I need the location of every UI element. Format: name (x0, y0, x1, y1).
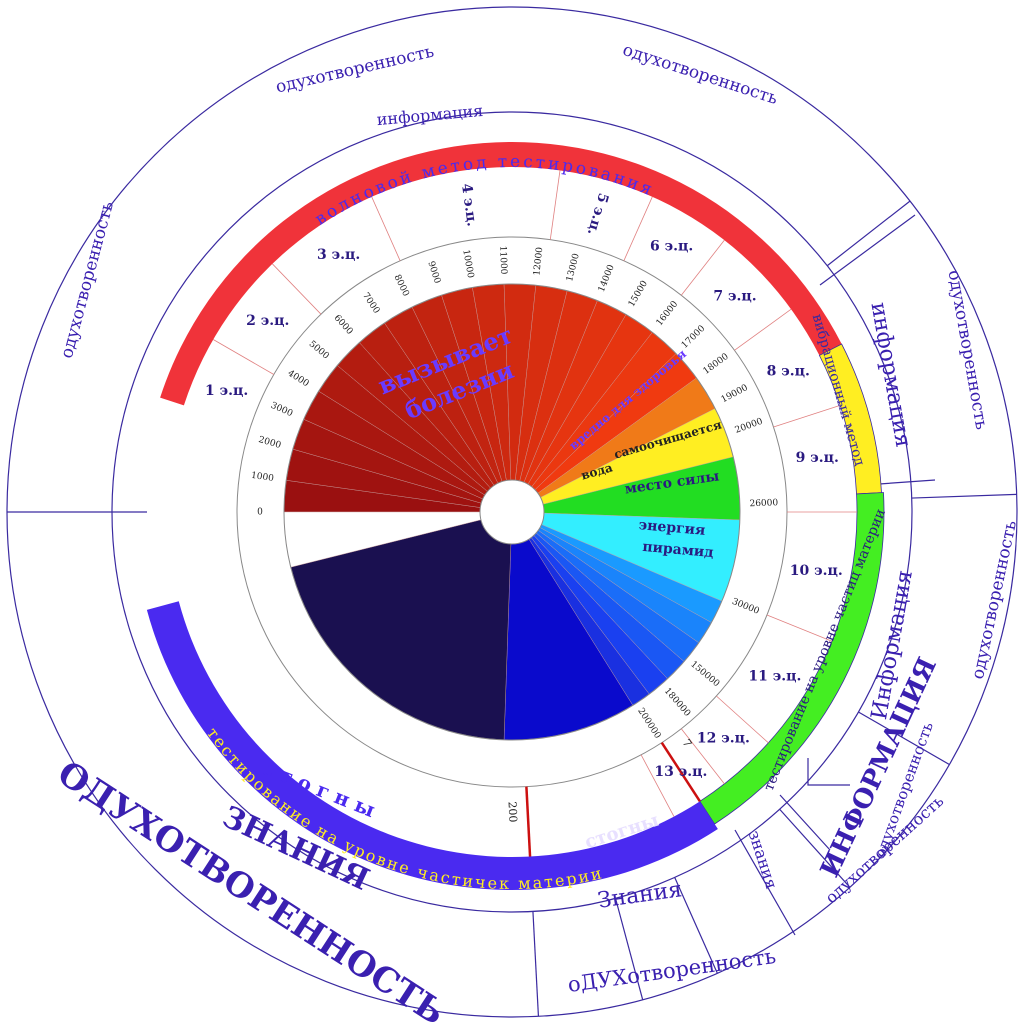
ring-divider (773, 405, 841, 428)
scale-label: 1000 (250, 471, 274, 484)
zone-label: энергия (638, 517, 706, 539)
scale-label: 16000 (655, 299, 681, 328)
scale-label: 8000 (392, 273, 411, 298)
ring-label: 8 э.ц. (767, 363, 810, 379)
outer-label: Знания (596, 877, 683, 914)
scale-label: 26000 (749, 498, 778, 509)
ring-divider (371, 196, 401, 261)
divider-line (532, 911, 540, 1017)
divider-line (858, 711, 950, 766)
ring-divider (716, 695, 769, 744)
band-red (160, 142, 842, 406)
ring-label: 11 э.ц. (748, 668, 801, 684)
scale-label: 3000 (269, 401, 294, 420)
ring-divider (766, 614, 833, 642)
band-green (699, 492, 885, 825)
ring-divider (680, 728, 725, 785)
scale-label: 10000 (460, 249, 475, 279)
outer-label: одухотворенность (57, 199, 118, 360)
ring-label: 6 э.ц. (650, 238, 693, 254)
outer-label: ОДУХОТВОРЕННОСТЬ (50, 753, 452, 1024)
ring-label: 3 э.ц. (317, 247, 360, 263)
pie-outline (283, 283, 741, 741)
outer-label: одухотворенность (944, 269, 992, 432)
marker-line (525, 786, 532, 857)
zone-label: пирамид (642, 539, 714, 561)
ring-divider (549, 170, 561, 240)
ring-divider (734, 308, 792, 351)
scale-label: 20000 (734, 417, 765, 436)
ring-divider (623, 196, 653, 261)
divider-line (911, 493, 1017, 499)
divider-line (826, 200, 911, 267)
ring-divider (640, 754, 675, 817)
ring-label: 9 э.ц. (796, 450, 839, 466)
scale-label: 30000 (730, 597, 761, 617)
ring-label: 2 э.ц. (246, 313, 289, 329)
ring-divider (680, 239, 725, 296)
outer-label: одухотворенность (968, 519, 1021, 681)
pie-hole (479, 479, 545, 545)
scale-label: 150000 (688, 659, 721, 689)
outer-label: знания (745, 828, 782, 891)
scale-label: 14000 (597, 263, 617, 294)
ring-label: 12 э.ц. (697, 731, 750, 747)
scale-label: 6000 (332, 313, 355, 337)
ring-label: 5 э.ц. (584, 191, 611, 237)
scale-label: 7000 (360, 291, 381, 316)
scale-label: 17000 (680, 324, 708, 351)
scale-label: 9000 (425, 260, 442, 285)
ring-divider (272, 263, 322, 315)
scale-label: 12000 (532, 246, 545, 276)
divider-line (614, 898, 644, 1000)
ring-label: 4 э.ц. (458, 182, 480, 227)
outer-label: одухотворенность (274, 42, 436, 98)
outer-label: одухотворенность (620, 40, 780, 109)
ring-label: 7 э.ц. (713, 289, 756, 305)
scale-label: 19000 (720, 383, 750, 405)
divider-line (779, 808, 851, 888)
scale-label: 2000 (257, 435, 282, 451)
scale-label: 18000 (702, 352, 731, 377)
scale-label: 4000 (286, 369, 311, 390)
outer-label: оДУХотворенность (566, 944, 777, 997)
scale-label: 180000 (662, 686, 692, 719)
outer-label: информация (376, 101, 484, 129)
scale-label: 5000 (307, 339, 331, 362)
scale-label: 11000 (497, 246, 508, 275)
ring-label: 10 э.ц. (790, 563, 843, 579)
inner-frame (734, 214, 936, 936)
scale-label: 15000 (627, 279, 650, 309)
marker-label: 200 (505, 801, 519, 823)
ring-label: 1 э.ц. (205, 383, 248, 399)
marker-label: 7 (680, 737, 695, 750)
scale-label: 0 (257, 508, 263, 518)
ring-label: 13 э.ц. (654, 764, 707, 780)
marker-line (660, 741, 701, 803)
scale-label: 13000 (565, 252, 582, 282)
outer-label: информация (865, 300, 915, 449)
divider-line (674, 877, 718, 974)
scale-label: 200000 (635, 706, 662, 740)
ring-divider (213, 339, 275, 375)
